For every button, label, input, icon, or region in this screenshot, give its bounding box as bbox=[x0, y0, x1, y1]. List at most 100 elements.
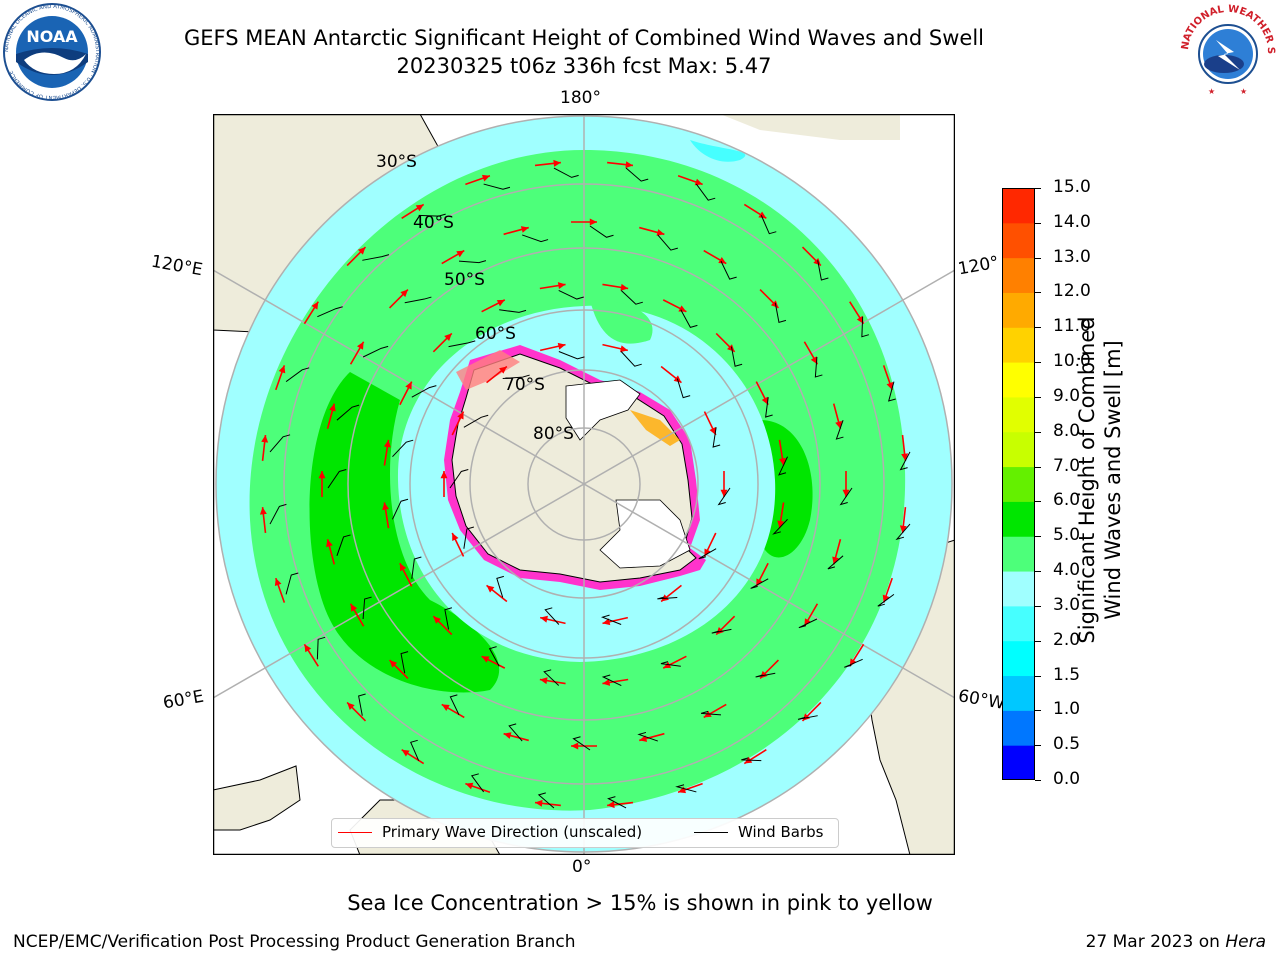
colorbar-band bbox=[1002, 292, 1035, 328]
colorbar-tick-mark bbox=[1035, 188, 1041, 189]
wind-barb bbox=[700, 710, 722, 716]
wave-direction-arrowhead bbox=[444, 333, 452, 341]
wind-barb bbox=[695, 183, 716, 201]
colorbar-band bbox=[1002, 536, 1035, 572]
wind-barb bbox=[774, 302, 787, 324]
run-date: 27 Mar 2023 on Hera bbox=[1086, 932, 1266, 952]
wind-barb bbox=[741, 757, 762, 762]
wind-barb bbox=[877, 593, 895, 607]
wave-direction-arrowhead bbox=[356, 341, 364, 350]
wave-direction-arrowhead bbox=[557, 342, 566, 350]
wave-direction-arrowhead bbox=[540, 615, 548, 623]
wind-barb bbox=[327, 469, 347, 489]
wave-direction-arrowhead bbox=[716, 627, 724, 635]
wave-direction-arrowhead bbox=[261, 435, 269, 443]
map-panel bbox=[212, 113, 956, 856]
wave-direction-arrowhead bbox=[777, 520, 785, 529]
wave-direction-arrowhead bbox=[350, 603, 358, 612]
wind-barb bbox=[620, 290, 643, 305]
colorbar-band bbox=[1002, 675, 1035, 711]
wind-barb bbox=[657, 234, 678, 251]
wave-direction-arrowhead bbox=[535, 799, 543, 807]
wave-direction-arrowhead bbox=[589, 218, 597, 226]
wind-barb bbox=[448, 340, 476, 348]
wind-barb bbox=[835, 420, 844, 440]
colorbar-tick-label: 14.0 bbox=[1053, 211, 1091, 232]
colorbar-tick-label: 6.0 bbox=[1053, 490, 1081, 511]
lat-label-30s: 30°S bbox=[376, 152, 417, 172]
wave-direction-arrowhead bbox=[520, 226, 529, 233]
lat-label-50s: 50°S bbox=[444, 270, 485, 290]
wind-barb bbox=[404, 296, 432, 304]
colorbar-tick-label: 4.0 bbox=[1053, 560, 1081, 581]
wind-barb bbox=[362, 254, 390, 261]
colorbar-band bbox=[1002, 257, 1035, 293]
colorbar-tick-label: 10.0 bbox=[1053, 351, 1091, 372]
wave-direction-arrowhead bbox=[810, 356, 818, 365]
wave-direction-arrowhead bbox=[709, 426, 716, 435]
nws-logo: NATIONAL WEATHER SERVICE ★ ★ bbox=[1174, 0, 1278, 102]
wind-barb bbox=[730, 346, 743, 367]
wave-direction-arrowhead bbox=[760, 670, 768, 679]
colorbar-tick-label: 2.0 bbox=[1053, 629, 1081, 650]
wind-barb bbox=[760, 215, 777, 235]
wind-barb bbox=[600, 614, 622, 625]
colorbar-tick-mark bbox=[1035, 431, 1041, 433]
svg-text:★: ★ bbox=[1208, 87, 1215, 96]
wave-direction-arrowhead bbox=[620, 345, 628, 353]
wave-direction-arrowhead bbox=[758, 211, 767, 219]
wave-direction-arrowhead bbox=[727, 344, 735, 352]
wave-direction-arrowhead bbox=[620, 283, 629, 291]
wind-barb bbox=[336, 404, 360, 421]
colorbar-band bbox=[1002, 501, 1035, 537]
wave-direction-arrowhead bbox=[441, 704, 450, 712]
wave-direction-arrowhead bbox=[832, 556, 839, 565]
colorbar-band bbox=[1002, 640, 1035, 677]
wind-barb bbox=[755, 672, 776, 678]
wave-direction-arrowhead bbox=[718, 256, 727, 264]
wave-direction-arrowhead bbox=[399, 563, 407, 572]
colorbar-tick-mark bbox=[1035, 501, 1041, 503]
wind-barb bbox=[269, 434, 291, 453]
wind-barb bbox=[720, 260, 737, 280]
wave-direction-arrowhead bbox=[602, 679, 611, 686]
run-machine: Hera bbox=[1225, 932, 1266, 952]
wind-barb bbox=[336, 534, 351, 556]
colorbar-tick-mark bbox=[1035, 222, 1041, 224]
lat-label-40s: 40°S bbox=[413, 213, 454, 233]
wind-barb bbox=[607, 796, 627, 809]
wave-direction-arrowhead bbox=[259, 507, 267, 515]
wave-height-map bbox=[212, 113, 956, 856]
wind-barb bbox=[483, 183, 511, 190]
colorbar-tick-mark bbox=[1035, 780, 1041, 781]
wind-barb bbox=[888, 381, 896, 402]
wind-barb bbox=[601, 674, 622, 686]
wind-barb bbox=[750, 578, 769, 589]
wind-barb bbox=[444, 607, 453, 630]
wave-direction-arrowhead bbox=[856, 315, 864, 324]
wave-direction-arrowhead bbox=[278, 365, 286, 374]
wind-barb bbox=[797, 715, 818, 720]
colorbar-tick-mark bbox=[1035, 571, 1041, 573]
colorbar-band bbox=[1002, 327, 1035, 363]
legend-swatch-wind-barbs bbox=[694, 832, 728, 833]
colorbar-tick-label: 9.0 bbox=[1053, 385, 1081, 406]
colorbar-tick-label: 5.0 bbox=[1053, 525, 1081, 546]
wave-direction-arrowhead bbox=[496, 299, 505, 307]
wind-barb bbox=[765, 397, 773, 418]
wind-barb bbox=[558, 351, 585, 360]
wave-direction-arrowhead bbox=[486, 585, 495, 593]
wind-barb bbox=[572, 736, 591, 751]
lon-label-0: 0° bbox=[572, 857, 592, 877]
wind-barb bbox=[558, 290, 584, 300]
wave-direction-arrowhead bbox=[357, 247, 366, 255]
wind-barb bbox=[620, 351, 642, 367]
colorbar-tick-mark bbox=[1035, 605, 1041, 607]
noaa-logo-text: NOAA bbox=[26, 27, 78, 46]
colorbar-tick-mark bbox=[1035, 327, 1041, 329]
wind-barb bbox=[317, 306, 343, 318]
wind-barb bbox=[316, 636, 326, 660]
wind-barb bbox=[778, 456, 788, 476]
legend-label-wave-direction: Primary Wave Direction (unscaled) bbox=[382, 823, 643, 841]
wind-barb bbox=[844, 658, 863, 668]
